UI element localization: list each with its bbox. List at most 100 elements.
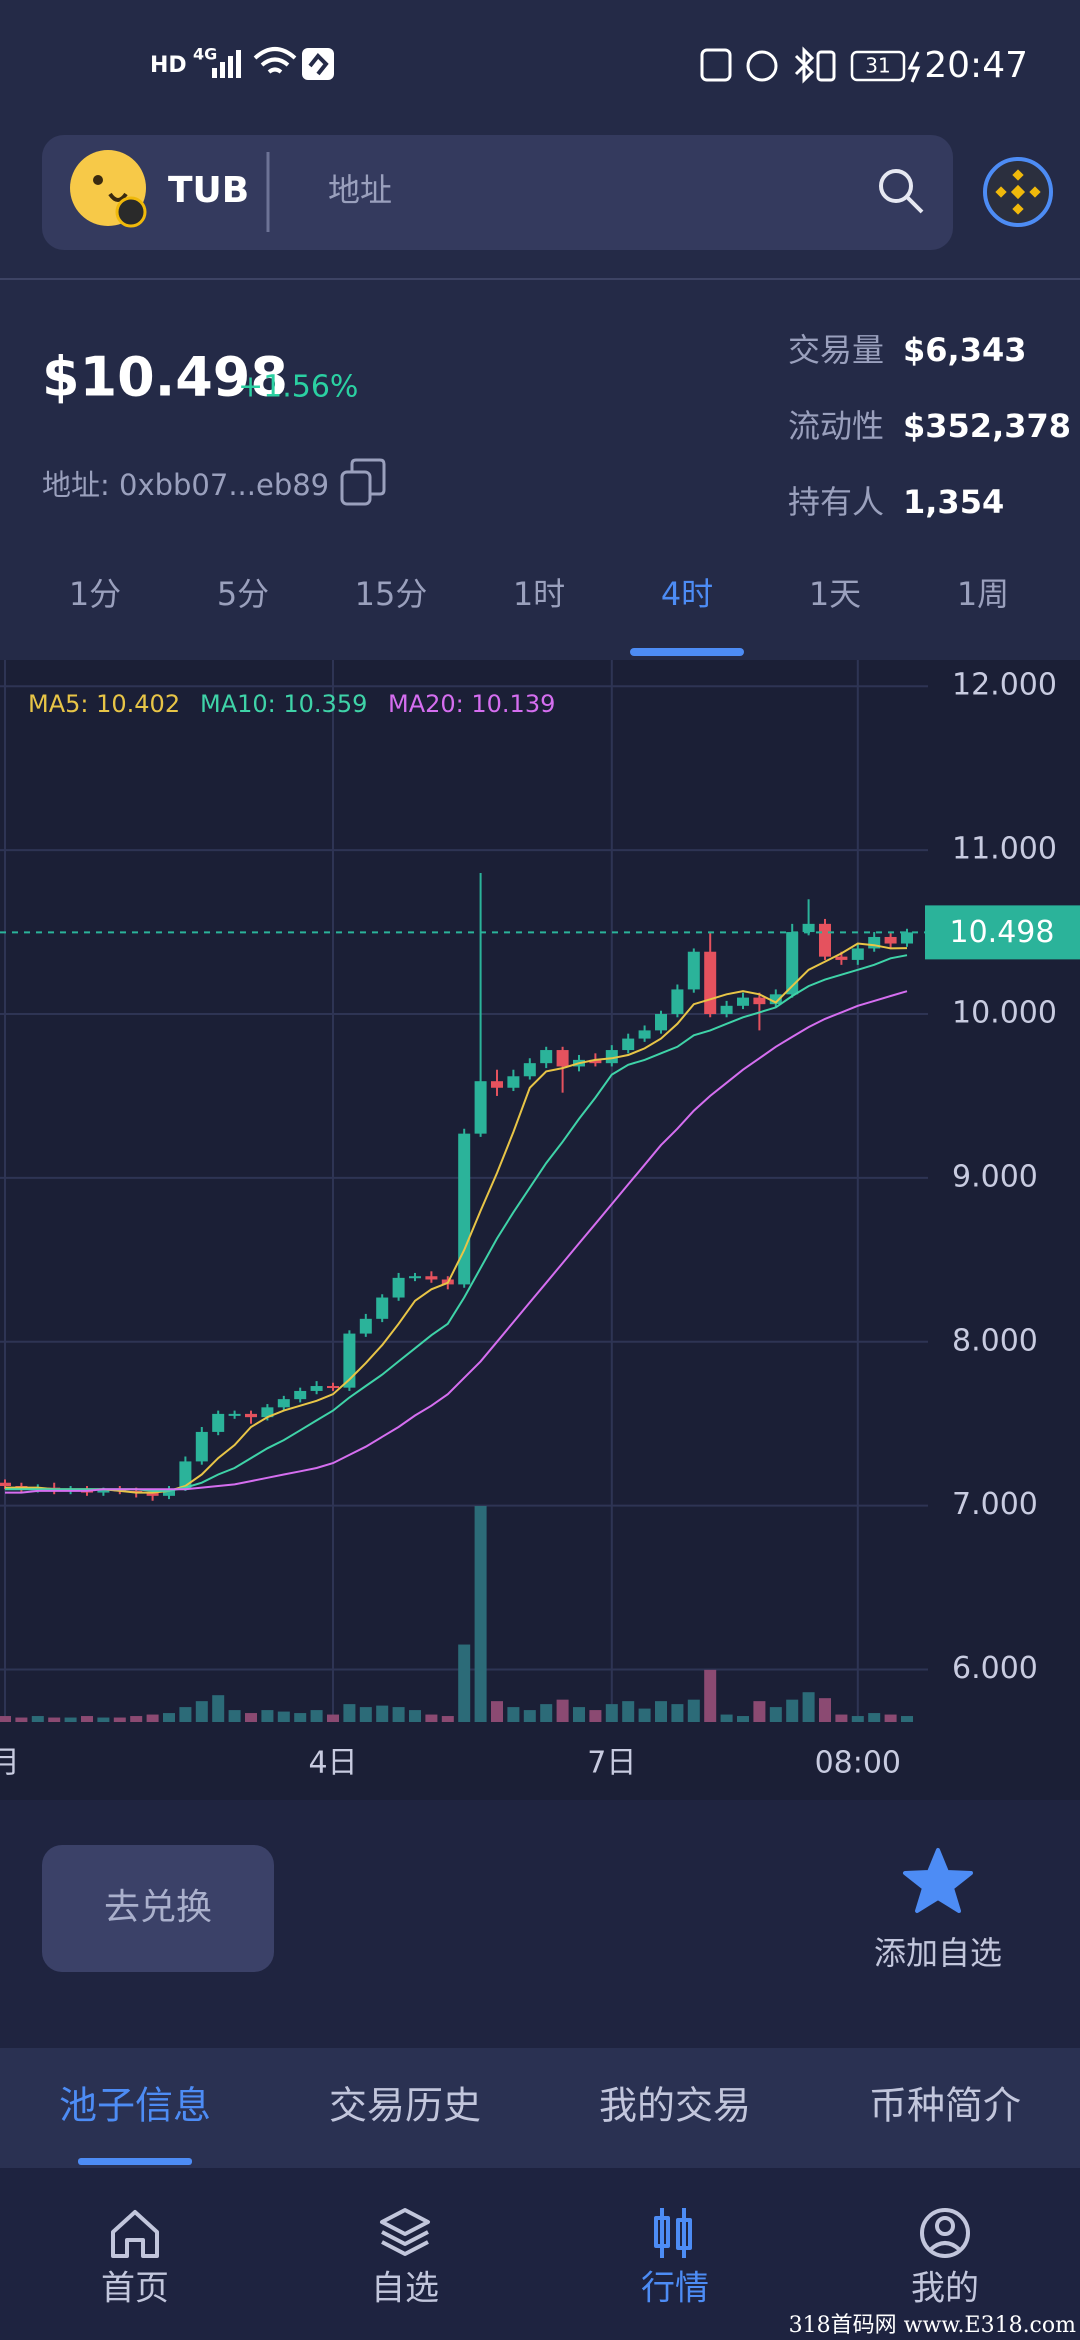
info-tab[interactable]: 交易历史 — [329, 2084, 481, 2128]
volume-bar — [655, 1701, 667, 1722]
volume-bar — [409, 1710, 421, 1722]
volume-bar — [720, 1714, 733, 1722]
volume-bar — [163, 1713, 175, 1722]
volume-bar — [294, 1713, 307, 1722]
volume-bar — [786, 1699, 799, 1722]
status-time: 20:47 — [924, 45, 1028, 86]
profile-icon[interactable] — [920, 2208, 970, 2258]
volume-bar — [523, 1710, 536, 1722]
volume-bar — [687, 1699, 700, 1722]
volume-bar — [195, 1701, 208, 1722]
home-icon[interactable] — [111, 2210, 159, 2258]
plot-area — [0, 660, 928, 1722]
candle-body — [425, 1276, 438, 1280]
candle-body — [0, 1482, 11, 1486]
interval-tab[interactable]: 15分 — [355, 575, 428, 613]
info-tab[interactable]: 币种简介 — [869, 2084, 1021, 2128]
volume-bar — [901, 1716, 913, 1722]
candle-body — [868, 936, 881, 949]
signal-icon — [212, 50, 241, 78]
favorite-icon[interactable] — [903, 1848, 973, 1913]
volume-bar — [884, 1714, 897, 1722]
avatar-eye — [93, 175, 103, 185]
candle-body — [835, 956, 848, 960]
charging-icon — [907, 51, 921, 83]
ma-legend: MA20: 10.139 — [388, 690, 555, 718]
interval-tabs: 1分 5分 15分 1时 4时 1天 1周 — [69, 575, 1009, 656]
volume-bar — [261, 1710, 274, 1722]
chain-button[interactable] — [983, 157, 1053, 227]
favorites-icon[interactable] — [380, 2208, 430, 2256]
candle-body — [687, 951, 700, 990]
stat-label: 持有人 — [788, 483, 884, 521]
volume-bar — [441, 1716, 454, 1722]
interval-tab[interactable]: 1时 — [513, 575, 565, 613]
market-icon[interactable] — [654, 2208, 692, 2258]
swap-label[interactable]: 去兑换 — [104, 1887, 212, 1928]
candle-body — [277, 1399, 290, 1408]
copy-icon[interactable] — [340, 458, 386, 506]
ma-legend: MA10: 10.359 — [200, 690, 367, 718]
status-bar: HD 4G 31 20:47 — [150, 45, 1028, 87]
search-box[interactable] — [42, 135, 953, 250]
nav-label[interactable]: 自选 — [371, 2269, 439, 2309]
stats: 交易量 $6,343 流动性 $352,378 持有人 1,354 — [788, 331, 1071, 521]
candle-body — [228, 1413, 241, 1416]
candle-body — [901, 932, 913, 944]
candle-body — [343, 1333, 356, 1388]
candle-body — [671, 989, 684, 1014]
volume-bar — [769, 1707, 782, 1722]
candle-body — [704, 951, 717, 1014]
bottom-nav: 首页 自选 行情 我的 — [101, 2269, 979, 2309]
nav-label[interactable]: 行情 — [641, 2269, 709, 2309]
interval-tab[interactable]: 1周 — [957, 575, 1009, 613]
candle-body — [376, 1297, 389, 1319]
volume-bar — [392, 1707, 405, 1722]
wifi-icon — [253, 47, 297, 74]
nav-label[interactable]: 我的 — [911, 2269, 979, 2309]
volume-bar — [81, 1716, 93, 1722]
candle-body — [786, 932, 799, 995]
volume-bar — [589, 1710, 602, 1722]
volume-bar — [638, 1708, 651, 1722]
avatar-chain-badge — [115, 196, 147, 228]
favorite-label[interactable]: 添加自选 — [874, 1934, 1002, 1972]
volume-bar — [48, 1717, 61, 1722]
candle-body — [195, 1431, 208, 1462]
search-placeholder[interactable]: 地址 — [328, 171, 392, 209]
y-tick-label: 6.000 — [952, 1651, 1038, 1686]
info-tab[interactable]: 我的交易 — [599, 2084, 751, 2128]
candle-body — [458, 1133, 471, 1285]
last-price-label: 10.498 — [950, 915, 1055, 950]
candle-body — [212, 1413, 225, 1432]
y-tick-label: 9.000 — [952, 1159, 1038, 1194]
swap-button[interactable] — [42, 1845, 274, 1972]
volume-bar — [802, 1692, 815, 1722]
interval-tab[interactable]: 1天 — [809, 575, 861, 613]
y-tick-label: 7.000 — [952, 1487, 1038, 1522]
interval-tab[interactable]: 4时 — [661, 575, 713, 613]
volume-bar — [622, 1701, 635, 1722]
nav-background — [0, 2168, 1080, 2340]
volume-bar — [212, 1695, 225, 1722]
y-tick-label: 8.000 — [952, 1323, 1038, 1358]
candle-body — [523, 1063, 536, 1077]
volume-bar — [130, 1716, 143, 1722]
info-tab[interactable]: 池子信息 — [59, 2084, 211, 2128]
info-tabs: 池子信息 交易历史 我的交易 币种简介 — [59, 2084, 1021, 2165]
y-tick-label: 11.000 — [952, 832, 1057, 867]
volume-bar — [753, 1701, 766, 1722]
top-background — [0, 0, 1080, 660]
volume-bar — [15, 1717, 28, 1722]
nav-label[interactable]: 首页 — [101, 2269, 169, 2309]
volume-bar — [507, 1707, 520, 1722]
search-icon[interactable] — [879, 169, 924, 214]
candle-body — [409, 1276, 421, 1279]
volume-bar — [704, 1669, 717, 1722]
vpn-glyph — [308, 53, 329, 76]
volume-bar — [573, 1707, 585, 1722]
bluetooth-icon — [794, 46, 815, 84]
interval-tab[interactable]: 5分 — [217, 575, 269, 613]
interval-tab[interactable]: 1分 — [69, 575, 121, 613]
info-tab-indicator — [78, 2158, 192, 2165]
